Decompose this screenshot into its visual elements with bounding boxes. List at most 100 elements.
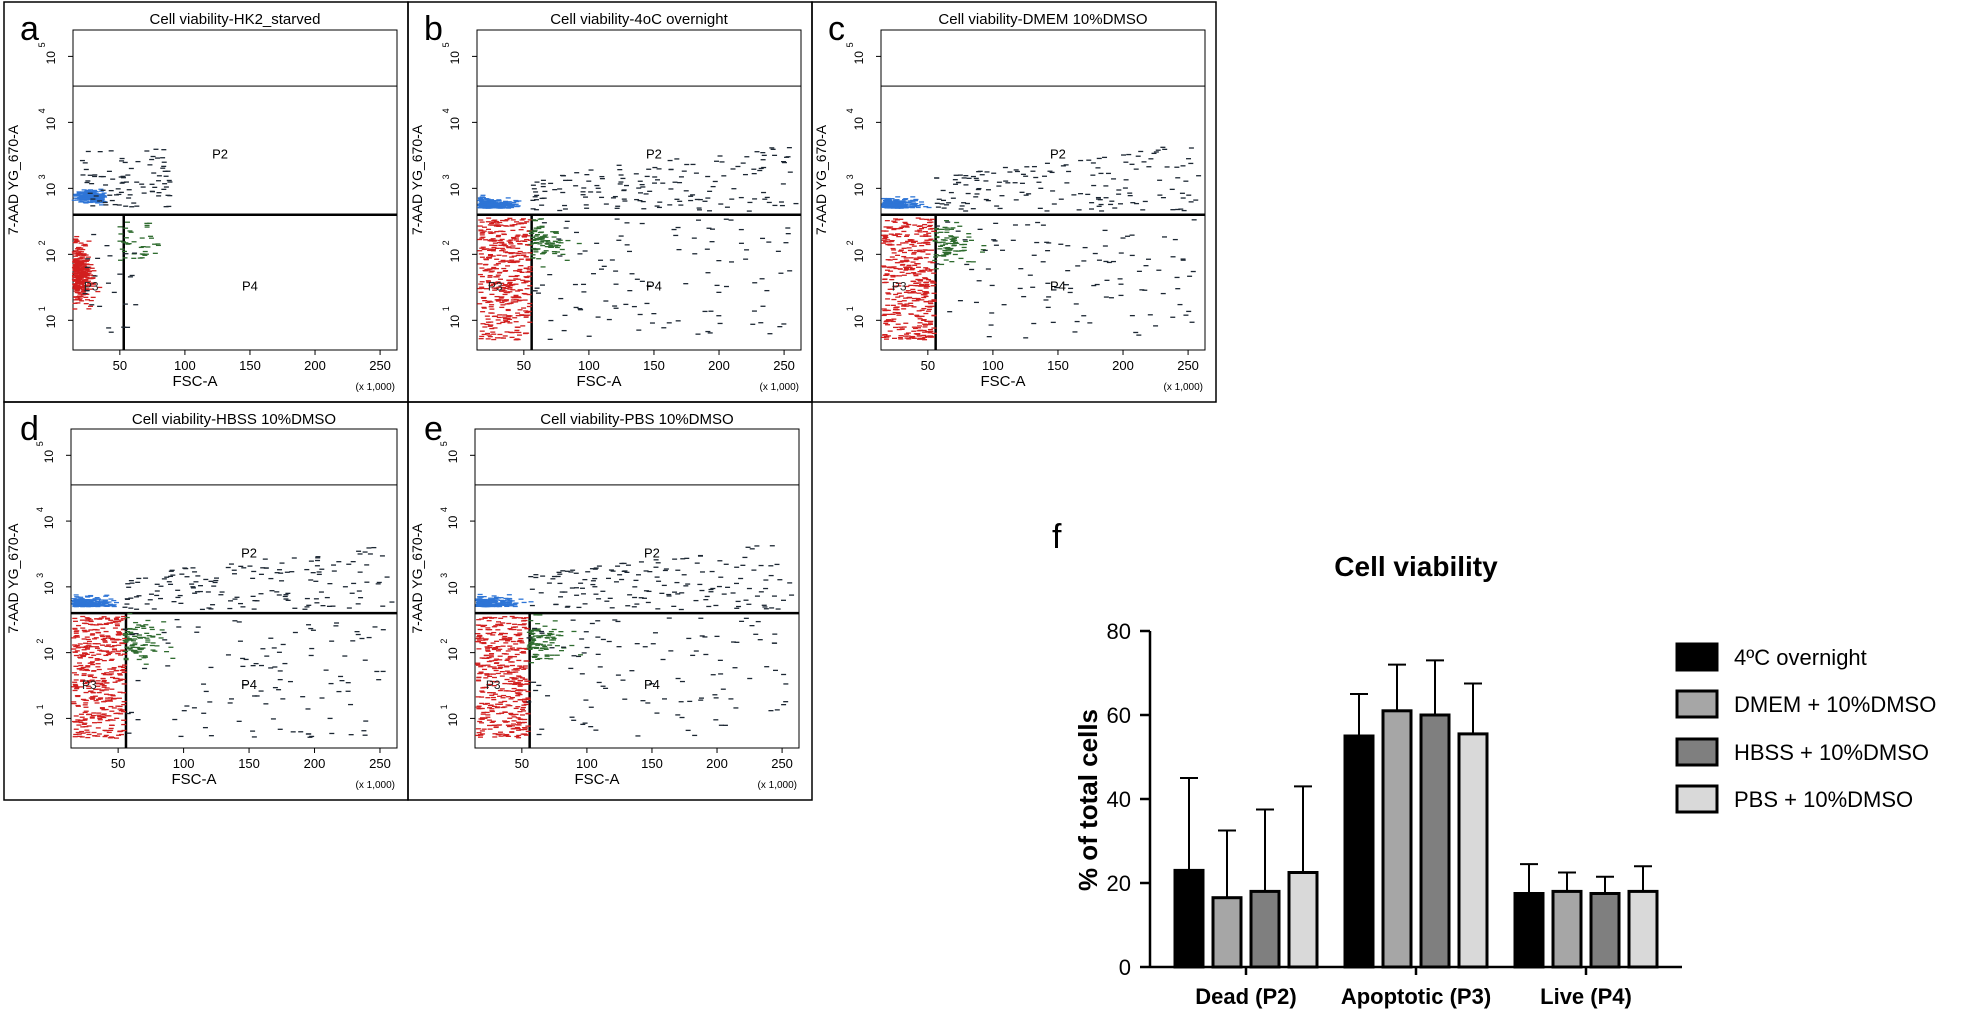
flow-panel-d: d Cell viability-HBSS 10%DMSO 50 100 150 200 2… (3, 401, 409, 801)
x-scale-label: (x 1,000) (356, 382, 395, 393)
y-tick-exponent: 3 (37, 174, 47, 179)
gate-label-p2: P2 (1050, 147, 1066, 162)
x-axis-label: FSC-A (575, 771, 620, 788)
y-tick-label: 10 (44, 315, 58, 329)
panel-title: Cell viability-HBSS 10%DMSO (132, 411, 336, 428)
x-tick-label: 250 (1177, 358, 1199, 373)
y-tick-label: 10 (852, 117, 866, 131)
y-tick-label: 10 (852, 183, 866, 197)
gate-label-p2: P2 (212, 147, 228, 162)
plot-frame (72, 29, 398, 351)
y-tick-label: 10 (448, 51, 462, 65)
y-tick-label: 10 (852, 249, 866, 263)
y-tick-label: 10 (448, 183, 462, 197)
y-tick-exponent: 1 (441, 306, 451, 311)
y-tick-label: 10 (446, 450, 460, 464)
panel-letter: a (20, 10, 39, 48)
panel-border (3, 1, 409, 403)
event-scatter (881, 146, 1202, 341)
panel-letter: c (828, 10, 845, 48)
event-scatter (71, 148, 173, 333)
y-tick-exponent: 4 (845, 108, 855, 113)
panel-border (407, 401, 813, 801)
panel-letter: b (424, 10, 443, 48)
plot-frame (476, 29, 802, 351)
x-tick-label: 150 (239, 358, 261, 373)
flow-panel-b: b Cell viability-4oC overnight 50 100 150 200… (407, 1, 813, 403)
panel-border (811, 1, 1217, 403)
panel-title: Cell viability-PBS 10%DMSO (540, 411, 733, 428)
y-tick-exponent: 4 (35, 507, 45, 512)
y-tick-label: 10 (42, 450, 56, 464)
x-tick-label: 50 (111, 756, 125, 771)
x-tick-label: 200 (304, 358, 326, 373)
x-tick-label: 100 (982, 358, 1004, 373)
x-tick-label: 100 (578, 358, 600, 373)
y-axis-label: 7-AAD YG_670-A (5, 523, 21, 634)
x-axis-label: FSC-A (173, 373, 218, 390)
x-tick-label: 100 (174, 358, 196, 373)
y-tick-exponent: 5 (439, 441, 449, 446)
panel-border (3, 401, 409, 801)
y-tick-label: 10 (448, 315, 462, 329)
x-scale-label: (x 1,000) (758, 780, 797, 791)
y-axis-label: 7-AAD YG_670-A (409, 523, 425, 634)
x-tick-label: 50 (517, 358, 531, 373)
gate-label-p4: P4 (1050, 279, 1066, 294)
y-tick-label: 10 (446, 515, 460, 529)
x-tick-label: 250 (369, 756, 391, 771)
gate-label-p4: P4 (241, 677, 257, 692)
event-scatter (477, 147, 799, 341)
panel-title: Cell viability-HK2_starved (150, 11, 321, 28)
y-tick-label: 10 (448, 117, 462, 131)
gate-label-p4: P4 (242, 279, 258, 294)
gate-label-p4: P4 (646, 279, 662, 294)
x-tick-label: 200 (708, 358, 730, 373)
x-tick-label: 250 (773, 358, 795, 373)
y-axis-label: 7-AAD YG_670-A (813, 124, 829, 235)
x-tick-label: 200 (706, 756, 728, 771)
y-tick-label: 10 (446, 713, 460, 727)
x-tick-label: 150 (643, 358, 665, 373)
x-tick-label: 50 (921, 358, 935, 373)
panel-title: Cell viability-4oC overnight (550, 11, 728, 28)
y-tick-label: 10 (448, 249, 462, 263)
y-tick-exponent: 1 (845, 306, 855, 311)
panel-letter: e (424, 410, 443, 448)
x-scale-label: (x 1,000) (1164, 382, 1203, 393)
gate-p2-box (72, 85, 398, 216)
y-tick-exponent: 4 (441, 108, 451, 113)
y-tick-exponent: 2 (845, 240, 855, 245)
gate-p2-box (476, 85, 802, 216)
y-axis-label: 7-AAD YG_670-A (5, 124, 21, 235)
y-tick-exponent: 1 (439, 704, 449, 709)
y-tick-exponent: 3 (35, 573, 45, 578)
y-tick-label: 10 (42, 515, 56, 529)
y-tick-label: 10 (42, 647, 56, 661)
y-tick-exponent: 2 (35, 639, 45, 644)
y-tick-label: 10 (446, 647, 460, 661)
x-scale-label: (x 1,000) (356, 780, 395, 791)
x-axis-label: FSC-A (172, 771, 217, 788)
x-axis-label: FSC-A (981, 373, 1026, 390)
x-tick-label: 100 (576, 756, 598, 771)
y-tick-label: 10 (44, 51, 58, 65)
y-tick-exponent: 5 (35, 441, 45, 446)
y-tick-exponent: 1 (37, 306, 47, 311)
x-tick-label: 200 (304, 756, 326, 771)
gate-label-p3: P3 (82, 678, 97, 692)
y-tick-label: 10 (44, 249, 58, 263)
x-tick-label: 50 (515, 756, 529, 771)
event-scatter (475, 545, 795, 739)
plot-frame (880, 29, 1206, 351)
x-tick-label: 150 (238, 756, 260, 771)
x-tick-label: 200 (1112, 358, 1134, 373)
y-tick-label: 10 (446, 581, 460, 595)
flow-panel-c: c Cell viability-DMEM 10%DMSO 50 100 150 200 2… (811, 1, 1217, 403)
y-axis-label: 7-AAD YG_670-A (409, 124, 425, 235)
y-tick-exponent: 4 (439, 507, 449, 512)
gate-label-p3: P3 (84, 280, 99, 294)
y-tick-exponent: 5 (37, 42, 47, 47)
